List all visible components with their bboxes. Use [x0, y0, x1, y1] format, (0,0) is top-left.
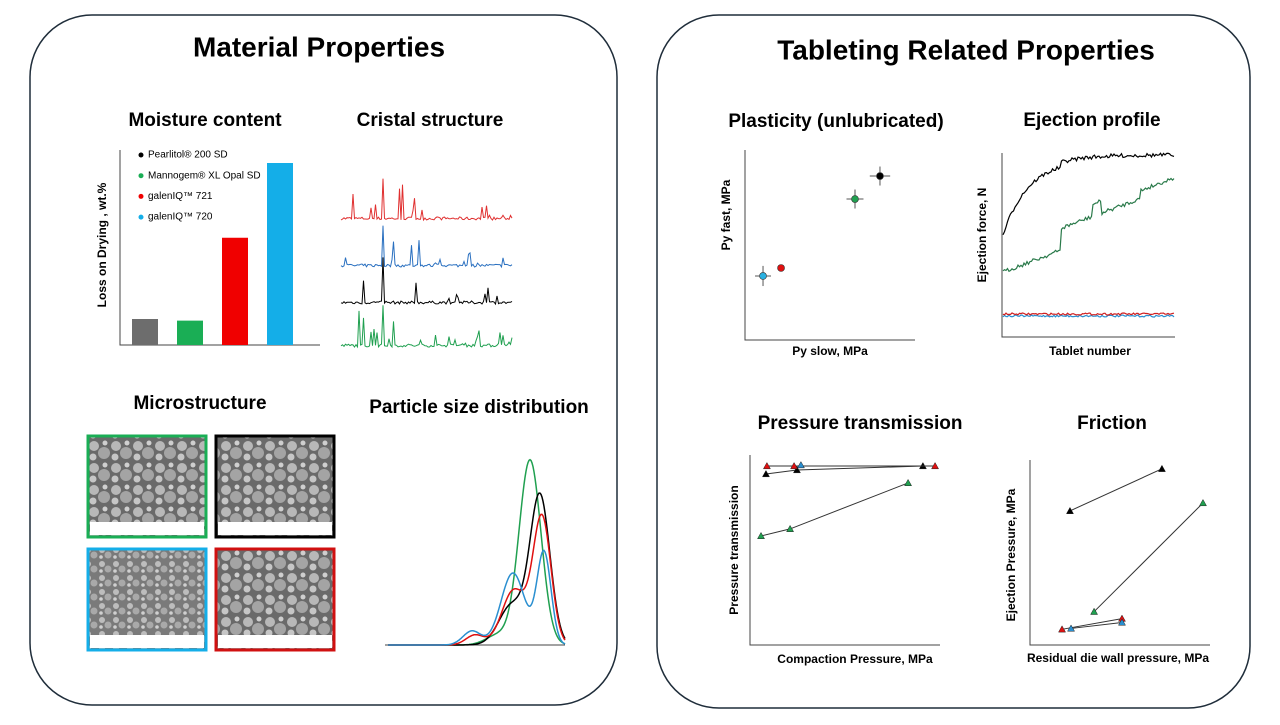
panel-title: Material Properties: [193, 31, 445, 62]
scale-strip: [218, 522, 332, 535]
legend-marker: [138, 214, 144, 220]
xrd-pattern: [340, 178, 513, 222]
ejection-curve: [1002, 312, 1175, 316]
xrd-pattern: [340, 257, 513, 306]
y-axis-label: Pressure transmission: [727, 485, 741, 614]
marker: [762, 469, 770, 478]
legend-label: Mannogem® XL Opal SD: [148, 170, 261, 181]
x-axis-label: Tablet number: [1049, 344, 1131, 358]
series-line: [1093, 502, 1204, 613]
series-line: [1070, 621, 1123, 629]
chart-title: Friction: [1077, 413, 1147, 434]
axis-line: [1029, 460, 1210, 646]
scale-strip: [90, 522, 204, 535]
legend-marker: [138, 173, 144, 179]
ejection-curve: [1002, 177, 1175, 273]
series-line: [765, 465, 923, 475]
point: [759, 272, 767, 280]
legend-label: galenIQ™ 721: [148, 191, 213, 202]
chart-title: Plasticity (unlubricated): [728, 111, 943, 132]
left-panel: [29, 14, 618, 706]
psd-curve: [388, 549, 566, 646]
xrd-pattern: [340, 305, 513, 349]
chart-title: Pressure transmission: [758, 413, 963, 434]
marker: [1158, 464, 1166, 472]
axis-line: [744, 150, 915, 341]
section-title: Microstructure: [133, 393, 266, 414]
y-axis-label: Loss on Drying , wt.%: [95, 182, 109, 307]
marker: [1199, 498, 1207, 507]
bar: [267, 163, 293, 345]
marker: [762, 462, 771, 470]
point: [876, 172, 884, 180]
axis-line: [119, 150, 320, 346]
psd-curve: [388, 513, 566, 646]
legend-label: Pearlitol® 200 SD: [148, 150, 228, 161]
right-panel: [656, 14, 1251, 709]
section-title: Cristal structure: [357, 110, 504, 131]
marker: [790, 462, 799, 470]
panel-title: Tableting Related Properties: [777, 34, 1155, 65]
ejection-curve: [1002, 314, 1175, 318]
x-axis-label: Py slow, MPa: [792, 344, 868, 358]
y-axis-label: Py fast, MPa: [719, 179, 733, 250]
series-line: [1069, 468, 1163, 512]
marker: [931, 462, 939, 470]
marker: [1090, 607, 1099, 615]
scale-strip: [90, 635, 204, 648]
marker: [1118, 618, 1126, 626]
marker: [1067, 624, 1075, 632]
y-axis-label: Ejection Pressure, MPa: [1004, 488, 1018, 621]
marker: [1066, 506, 1074, 514]
axis-line: [749, 455, 940, 646]
legend-marker: [138, 193, 144, 199]
sem-image: [86, 547, 208, 652]
marker: [757, 531, 765, 539]
marker: [786, 524, 795, 532]
marker: [793, 465, 801, 474]
sem-image: [214, 547, 336, 652]
legend-label: galenIQ™ 720: [148, 212, 213, 223]
sem-image: [214, 434, 336, 539]
bar: [177, 320, 203, 345]
marker: [796, 461, 805, 469]
bar: [222, 237, 248, 345]
ejection-curve: [1002, 152, 1175, 236]
scale-strip: [218, 635, 332, 648]
section-title: Particle size distribution: [369, 397, 589, 418]
legend-marker: [138, 152, 144, 158]
series-line: [760, 482, 909, 537]
marker: [904, 478, 913, 486]
y-axis-label: Ejection force, N: [975, 188, 989, 283]
decoration: [340, 152, 1175, 646]
chart-title: Moisture content: [128, 110, 282, 131]
x-axis-label: Residual die wall pressure, MPa: [1027, 651, 1209, 665]
point: [777, 264, 785, 272]
sem-image: [86, 434, 208, 539]
xrd-pattern: [340, 225, 513, 269]
section-title: Ejection profile: [1023, 110, 1160, 131]
axis-line: [1001, 153, 1175, 338]
point: [851, 195, 859, 203]
marker: [1058, 625, 1066, 633]
x-axis-label: Compaction Pressure, MPa: [777, 652, 933, 666]
bar: [132, 319, 158, 345]
psd-curve: [388, 458, 566, 646]
